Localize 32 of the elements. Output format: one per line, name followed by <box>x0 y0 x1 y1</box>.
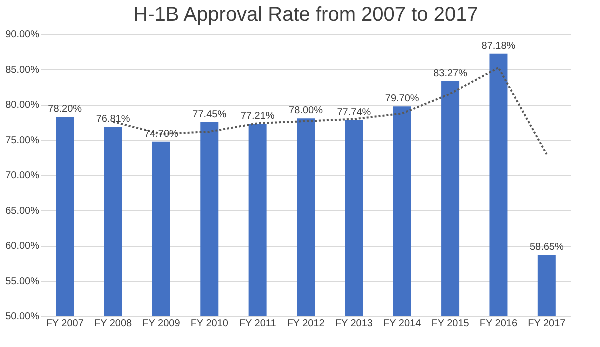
y-tick-label: 50.00% <box>6 312 40 322</box>
x-tick-label: FY 2013 <box>335 318 374 330</box>
y-tick-label: 85.00% <box>6 64 40 76</box>
x-tick-label: FY 2015 <box>432 318 470 330</box>
data-label: 78.20% <box>48 104 82 116</box>
data-label: 83.27% <box>434 68 468 80</box>
x-tick-label: FY 2014 <box>384 318 422 330</box>
chart-title: H-1B Approval Rate from 2007 to 2017 <box>134 4 478 26</box>
y-tick-label: 80.00% <box>6 100 40 111</box>
x-tick-label: FY 2009 <box>142 318 181 330</box>
data-label: 77.45% <box>192 109 227 120</box>
x-tick-label: FY 2007 <box>46 318 84 330</box>
y-tick-label: 70.00% <box>6 170 40 182</box>
y-tick-label: 90.00% <box>6 30 40 40</box>
y-tick-label: 55.00% <box>6 276 40 288</box>
x-tick-label: FY 2010 <box>190 318 229 330</box>
data-label: 76.81% <box>96 114 130 125</box>
x-tick-label: FY 2017 <box>528 318 566 330</box>
data-label: 77.21% <box>240 111 275 122</box>
y-tick-label: 65.00% <box>6 206 40 217</box>
data-label: 87.18% <box>482 40 516 52</box>
data-label: 58.65% <box>530 242 564 254</box>
data-label: 79.70% <box>385 94 420 105</box>
x-tick-label: FY 2016 <box>480 318 518 330</box>
y-tick-label: 75.00% <box>6 135 40 146</box>
x-tick-label: FY 2008 <box>94 318 133 330</box>
data-label: 78.00% <box>289 106 324 117</box>
x-tick-label: FY 2011 <box>239 318 277 330</box>
data-label: 74.70% <box>144 128 179 140</box>
data-label: 77.74% <box>337 107 372 118</box>
y-tick-label: 60.00% <box>6 241 40 252</box>
x-tick-label: FY 2012 <box>287 318 326 330</box>
